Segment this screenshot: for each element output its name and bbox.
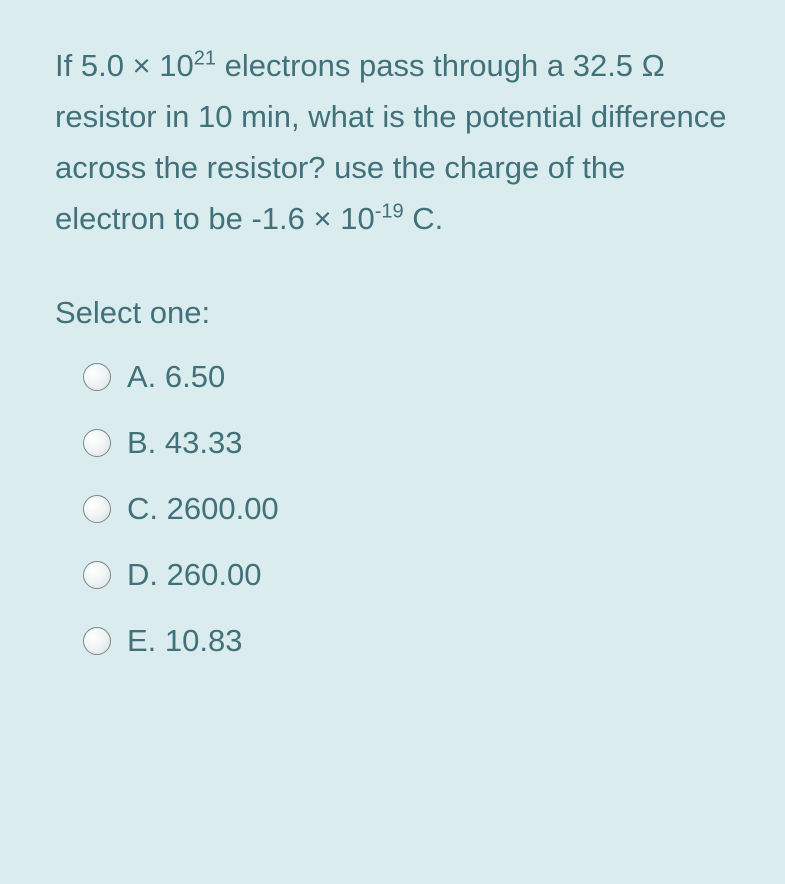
option-label-d[interactable]: D. 260.00	[127, 557, 261, 593]
radio-e[interactable]	[83, 627, 111, 655]
question-sup1: 21	[194, 48, 216, 70]
question-part3: C.	[404, 201, 444, 236]
select-prompt: Select one:	[55, 295, 730, 331]
options-group: A. 6.50 B. 43.33 C. 2600.00 D. 260.00 E.…	[55, 359, 730, 659]
question-text: If 5.0 × 1021 electrons pass through a 3…	[55, 40, 730, 245]
radio-b[interactable]	[83, 429, 111, 457]
radio-a[interactable]	[83, 363, 111, 391]
radio-c[interactable]	[83, 495, 111, 523]
question-sup2: -19	[375, 201, 404, 223]
question-part1: If 5.0 × 10	[55, 48, 194, 83]
radio-d[interactable]	[83, 561, 111, 589]
option-row-a[interactable]: A. 6.50	[83, 359, 730, 395]
option-row-d[interactable]: D. 260.00	[83, 557, 730, 593]
option-label-b[interactable]: B. 43.33	[127, 425, 242, 461]
option-label-a[interactable]: A. 6.50	[127, 359, 225, 395]
option-label-c[interactable]: C. 2600.00	[127, 491, 279, 527]
option-row-c[interactable]: C. 2600.00	[83, 491, 730, 527]
option-row-b[interactable]: B. 43.33	[83, 425, 730, 461]
option-row-e[interactable]: E. 10.83	[83, 623, 730, 659]
option-label-e[interactable]: E. 10.83	[127, 623, 242, 659]
